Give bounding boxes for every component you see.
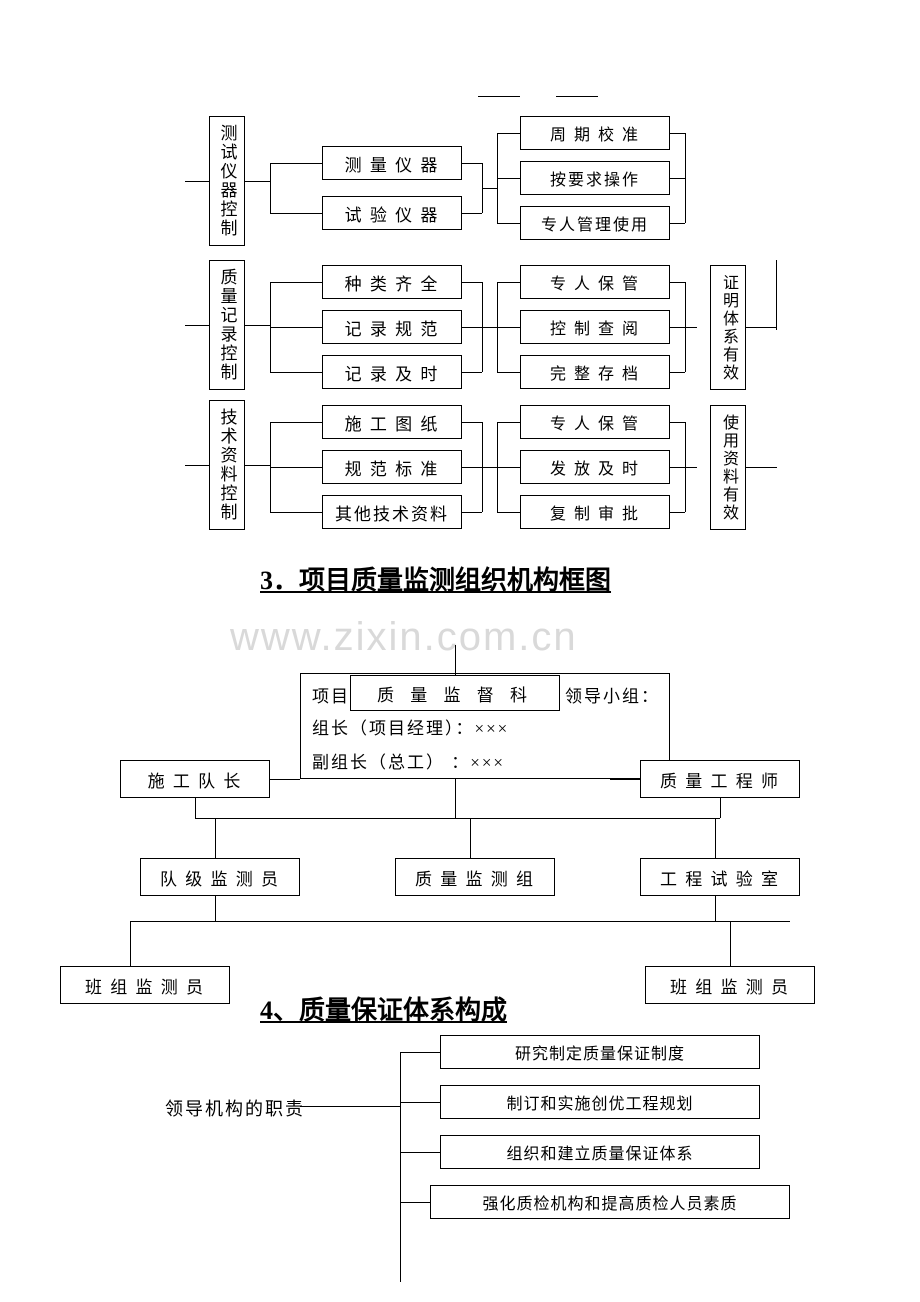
org-r2-2: 工 程 试 验 室 bbox=[640, 858, 800, 896]
mid-box-0-0: 测 量 仪 器 bbox=[322, 146, 462, 180]
org-r2-1: 质 量 监 测 组 bbox=[395, 858, 555, 896]
mid-box-1-2: 记 录 及 时 bbox=[322, 355, 462, 389]
right-box-2-0: 专 人 保 管 bbox=[520, 405, 670, 439]
org-l1-right: 质 量 工 程 师 bbox=[640, 760, 800, 798]
org-r3-left: 班 组 监 测 员 bbox=[60, 966, 230, 1004]
heading-3: 3．项目质量监测组织机构框图 bbox=[260, 560, 611, 597]
org-r2-0: 队 级 监 测 员 bbox=[140, 858, 300, 896]
right-box-2-2: 复 制 审 批 bbox=[520, 495, 670, 529]
watermark: www.zixin.com.cn bbox=[230, 615, 578, 660]
heading-4: 4、质量保证体系构成 bbox=[260, 990, 507, 1027]
result-box-1: 证明体系有效 bbox=[710, 265, 746, 390]
mid-box-2-0: 施 工 图 纸 bbox=[322, 405, 462, 439]
org-l1-left: 施 工 队 长 bbox=[120, 760, 270, 798]
right-box-1-0: 专 人 保 管 bbox=[520, 265, 670, 299]
s4-item-3: 强化质检机构和提高质检人员素质 bbox=[430, 1185, 790, 1219]
mid-box-2-1: 规 范 标 准 bbox=[322, 450, 462, 484]
s4-item-1: 制订和实施创优工程规划 bbox=[440, 1085, 760, 1119]
org-r3-right: 班 组 监 测 员 bbox=[645, 966, 815, 1004]
mid-box-2-2: 其他技术资料 bbox=[322, 495, 462, 529]
right-box-1-2: 完 整 存 档 bbox=[520, 355, 670, 389]
s4-item-2: 组织和建立质量保证体系 bbox=[440, 1135, 760, 1169]
group-left-2: 技术资料控制 bbox=[209, 400, 245, 530]
s4-left-label: 领导机构的职责 bbox=[165, 1095, 305, 1121]
right-box-0-0: 周 期 校 准 bbox=[520, 116, 670, 150]
mid-box-1-0: 种 类 齐 全 bbox=[322, 265, 462, 299]
mid-box-1-1: 记 录 规 范 bbox=[322, 310, 462, 344]
group-left-1: 质量记录控制 bbox=[209, 260, 245, 390]
right-box-0-2: 专人管理使用 bbox=[520, 206, 670, 240]
org-line3: 副组长（总工） ：××× bbox=[312, 748, 505, 773]
mid-box-0-1: 试 验 仪 器 bbox=[322, 196, 462, 230]
group-left-0: 测试仪器控制 bbox=[209, 116, 245, 246]
right-box-2-1: 发 放 及 时 bbox=[520, 450, 670, 484]
right-box-0-1: 按要求操作 bbox=[520, 161, 670, 195]
result-box-2: 使用资料有效 bbox=[710, 405, 746, 530]
right-box-1-1: 控 制 查 阅 bbox=[520, 310, 670, 344]
org-line2: 组长（项目经理）：××× bbox=[312, 714, 509, 739]
s4-item-0: 研究制定质量保证制度 bbox=[440, 1035, 760, 1069]
